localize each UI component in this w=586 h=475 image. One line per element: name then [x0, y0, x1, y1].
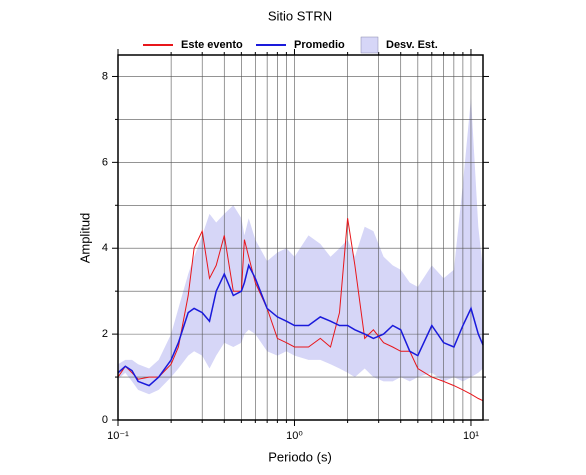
chart-title: Sitio STRN [268, 8, 332, 23]
y-axis-label: Amplitud [77, 213, 92, 264]
x-tick-label: 10⁰ [286, 430, 303, 442]
legend-swatch [360, 36, 379, 54]
std-band [118, 97, 483, 395]
x-axis-label: Periodo (s) [268, 449, 332, 464]
y-tick-label: 0 [102, 414, 108, 426]
legend-label: Desv. Est. [386, 39, 438, 51]
y-tick-label: 8 [102, 70, 108, 82]
series-line [117, 263, 484, 387]
y-tick-label: 6 [102, 156, 108, 168]
plot-frame [117, 54, 484, 421]
x-tick-label: 10⁻¹ [107, 430, 129, 442]
y-tick-label: 2 [102, 328, 108, 340]
legend-label: Promedio [294, 39, 345, 51]
legend-label: Este evento [181, 39, 243, 51]
series-line [117, 218, 484, 402]
x-tick-label: 10¹ [463, 430, 479, 442]
y-tick-label: 4 [102, 242, 108, 254]
